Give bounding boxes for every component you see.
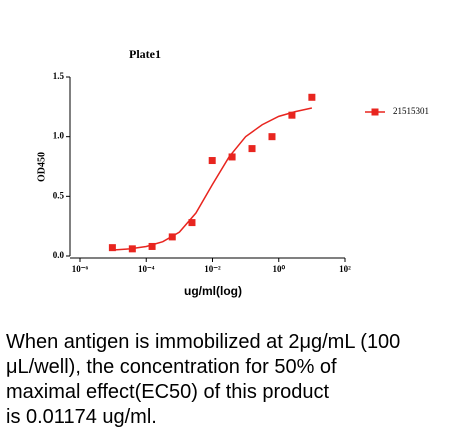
legend-label: 21515301 xyxy=(393,106,429,116)
x-tick-label: 10⁻² xyxy=(204,264,221,274)
data-point xyxy=(288,111,296,119)
data-point xyxy=(148,242,156,250)
data-point xyxy=(108,244,116,252)
caption: When antigen is immobilized at 2μg/mL (1… xyxy=(6,330,475,430)
caption-line: μL/well), the concentration for 50% of xyxy=(6,356,337,378)
x-axis-label: ug/ml(log) xyxy=(184,284,242,298)
data-point xyxy=(168,233,176,241)
x-tick-label: 10⁰ xyxy=(272,264,285,274)
chart: Plate1 OD450 ug/ml(log) 0.0 0.5 1.0 1.5 10⁻⁶… xyxy=(36,47,429,298)
data-point xyxy=(188,219,196,227)
data-point xyxy=(228,153,236,161)
legend-marker xyxy=(371,108,379,116)
caption-line: is 0.01174 ug/ml. xyxy=(6,406,157,428)
x-tick-label: 10⁻⁴ xyxy=(138,264,155,274)
y-axis-label: OD450 xyxy=(36,152,47,182)
data-point xyxy=(208,157,216,165)
data-point xyxy=(128,245,136,253)
y-tick-label: 0.5 xyxy=(53,190,65,200)
x-tick-label: 10² xyxy=(339,264,351,274)
data-point xyxy=(248,145,256,153)
x-tick-label: 10⁻⁶ xyxy=(72,264,89,274)
caption-line: maximal effect(EC50) of this product xyxy=(6,381,330,403)
chart-title: Plate1 xyxy=(129,47,161,61)
caption-line: When antigen is immobilized at 2μg/mL (1… xyxy=(6,331,401,353)
data-point xyxy=(308,93,316,101)
y-tick-label: 1.0 xyxy=(53,131,65,141)
fit-curve xyxy=(113,107,313,251)
y-tick-label: 0.0 xyxy=(53,250,65,260)
y-tick-label: 1.5 xyxy=(53,71,65,81)
data-point xyxy=(268,133,276,141)
